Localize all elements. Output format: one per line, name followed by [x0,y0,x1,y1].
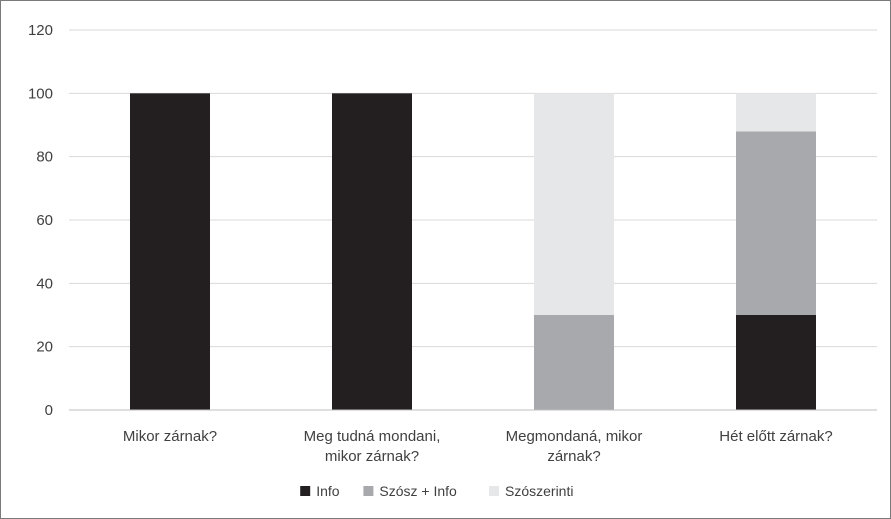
bar-segment [736,131,816,315]
legend-swatch [363,486,374,496]
y-tick-label: 100 [28,85,53,102]
x-category-label: Hét előtt zárnak? [719,428,832,445]
x-category-label: Meg tudná mondani, [304,428,441,445]
legend-swatch [300,486,311,496]
bar-segment [736,315,816,410]
x-category-label: Mikor zárnak? [123,428,217,445]
y-tick-label: 20 [36,339,53,356]
legend-label: Szósz + Info [379,483,457,499]
x-category-label: mikor zárnak? [325,448,419,465]
x-category-label: zárnak? [547,448,600,465]
y-tick-label: 120 [28,22,53,39]
bar-segment [130,93,210,410]
x-category-label: Megmondaná, mikor [506,428,643,445]
bar-segment [534,93,614,315]
bar-segment [534,315,614,410]
bar-segment [736,93,816,132]
bar-segment [332,93,412,410]
y-tick-label: 0 [45,402,53,419]
y-tick-label: 40 [36,275,53,292]
legend-swatch [489,486,499,496]
legend-label: Info [316,483,340,499]
legend-label: Szószerinti [505,483,573,499]
y-tick-label: 60 [36,212,53,229]
y-tick-label: 80 [36,149,53,166]
